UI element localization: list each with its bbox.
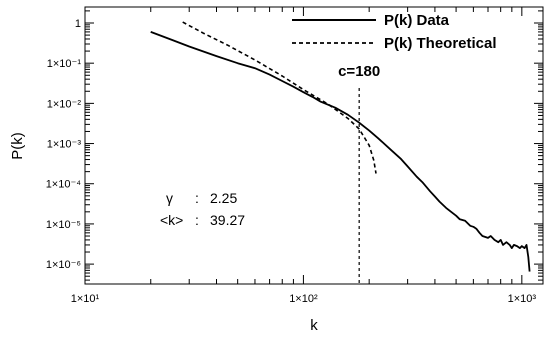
legend: P(k) Data P(k) Theoretical: [292, 12, 497, 52]
y-tick-label: 1×10⁻⁴: [46, 179, 82, 191]
legend-label-theoretical: P(k) Theoretical: [384, 35, 497, 52]
y-tick-label: 1×10⁻²: [47, 98, 82, 110]
mean-degree-label: <k>: [160, 212, 183, 228]
y-tick-label: 1×10⁻¹: [47, 58, 82, 70]
series-line-data: [150, 31, 531, 272]
y-tick-label: 1×10⁻⁶: [46, 259, 81, 271]
legend-label-data: P(k) Data: [384, 12, 450, 29]
x-tick-label: 1×10¹: [71, 293, 100, 305]
y-tick-label: 1×10⁻³: [47, 139, 82, 151]
gamma-label: γ: [166, 190, 173, 206]
x-tick-label: 1×10³: [508, 293, 537, 305]
cutoff-marker-label: c=180: [338, 63, 380, 80]
y-tick-label: 1×10⁻⁵: [46, 219, 81, 231]
mean-degree-separator: :: [195, 212, 199, 228]
annotation-block: γ : 2.25 <k> : 39.27: [160, 190, 245, 228]
ticks-layer: 1×10¹ 1×10² 1×10³ 1 1×10⁻¹ 1×10⁻² 1×10⁻³ 1×10⁻⁴…: [46, 7, 543, 305]
y-axis-title: P(k): [9, 132, 26, 160]
series-line-theoretical: [182, 21, 377, 174]
x-axis-title: k: [310, 317, 318, 334]
x-tick-label: 1×10²: [289, 293, 318, 305]
gamma-value: 2.25: [210, 190, 237, 206]
gamma-separator: :: [195, 190, 199, 206]
y-tick-label: 1: [75, 18, 81, 30]
series-layer: [150, 21, 531, 272]
mean-degree-value: 39.27: [210, 212, 245, 228]
